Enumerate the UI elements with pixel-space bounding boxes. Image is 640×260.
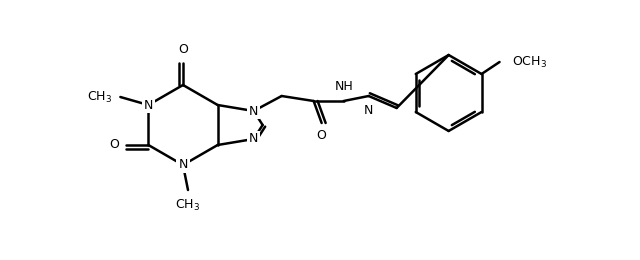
Text: O: O: [178, 43, 188, 56]
Text: OCH$_3$: OCH$_3$: [511, 54, 547, 70]
Text: O: O: [317, 129, 326, 142]
Text: N: N: [364, 104, 373, 117]
Text: CH$_3$: CH$_3$: [87, 89, 113, 105]
Text: N: N: [249, 105, 259, 118]
Text: N: N: [249, 133, 259, 146]
Text: N: N: [179, 159, 188, 172]
Text: O: O: [109, 139, 119, 152]
Text: CH$_3$: CH$_3$: [175, 198, 200, 213]
Text: N: N: [143, 99, 153, 112]
Text: NH: NH: [334, 80, 353, 93]
